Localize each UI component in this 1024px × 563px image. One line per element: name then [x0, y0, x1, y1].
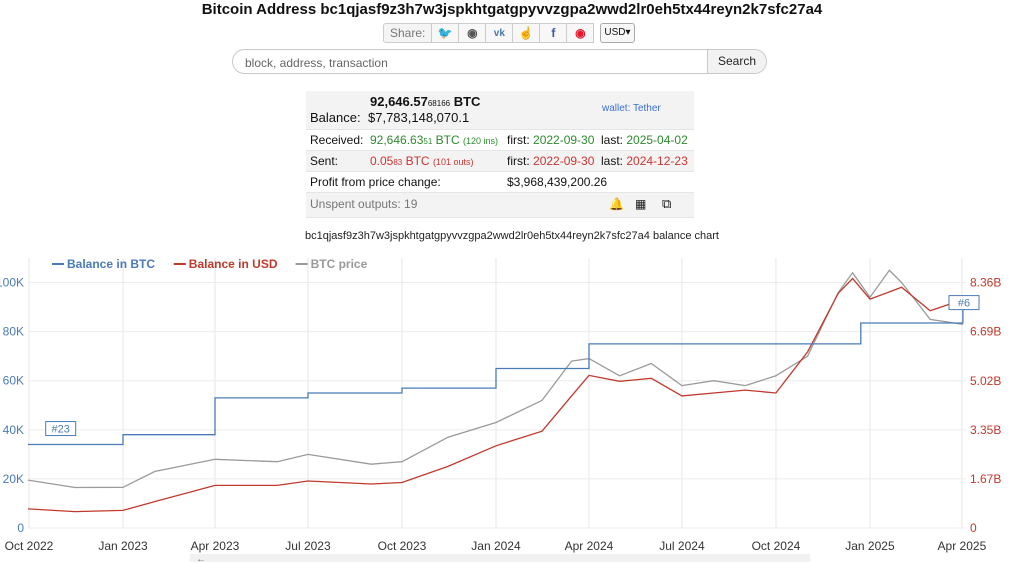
profit-value: $3,968,439,200.26 — [507, 175, 608, 189]
sent-first: first: 2022-09-30 — [507, 154, 595, 168]
like-button[interactable]: ☝ — [513, 23, 541, 43]
x-tick-label: Oct 2023 — [378, 539, 427, 553]
search-button[interactable]: Search — [707, 50, 766, 73]
share-bar: Share: 🐦 ◉ vk ☝ f ◉ USD▾ — [383, 23, 635, 43]
y-left-tick-label: 20K — [3, 472, 24, 486]
facebook-button[interactable]: f — [540, 23, 568, 43]
x-tick-label: Jan 2024 — [471, 539, 521, 553]
series-line-balance-in-btc — [28, 300, 964, 446]
unspent-outputs: Unspent outputs: 19 — [310, 197, 418, 211]
weibo-icon: ◉ — [575, 26, 586, 40]
x-tick-label: Apr 2024 — [565, 539, 614, 553]
chart-scrollbar[interactable] — [190, 554, 810, 562]
marker-label: #6 — [958, 298, 970, 310]
vk-icon: vk — [493, 27, 505, 39]
y-left-tick-label: 80K — [3, 325, 24, 339]
x-tick-label: Oct 2024 — [752, 539, 801, 553]
x-tick-label: Jan 2023 — [98, 539, 148, 553]
unspent-row: Unspent outputs: 19 🔔 ▦ ⧉ — [306, 193, 694, 218]
balance-label: Balance: — [310, 110, 361, 125]
received-row: Received: 92,646.6351 BTC (120 ins) firs… — [306, 130, 694, 151]
sent-value: 0.0583 BTC (101 outs) — [370, 154, 474, 168]
vk-button[interactable]: vk — [486, 23, 514, 43]
marker-box[interactable] — [45, 421, 77, 437]
received-value: 92,646.6351 BTC (120 ins) — [370, 133, 498, 147]
search-box: Search — [232, 49, 767, 74]
received-label: Received: — [310, 133, 364, 147]
page-title: Bitcoin Address bc1qjasf9z3h7w3jspkhtgat… — [201, 1, 823, 18]
marker-box[interactable] — [948, 295, 980, 311]
weibo-button[interactable]: ◉ — [567, 23, 595, 43]
marker-label: #23 — [52, 424, 70, 436]
x-tick-label: Jan 2025 — [845, 539, 895, 553]
legend-item[interactable]: Balance in BTC — [67, 257, 155, 271]
y-left-tick-label: 100K — [0, 276, 24, 290]
balance-chart: Oct 2022 Jan 2023 Apr 2023 Jul 2023 Oct 2023… — [0, 257, 1001, 563]
y-left-tick-label: 0 — [17, 521, 24, 535]
y-right-tick-label: 6.69B — [970, 325, 1001, 339]
balance-usd: $7,783,148,070.1 — [368, 110, 470, 125]
received-first: first: 2022-09-30 — [507, 133, 595, 147]
legend-item[interactable]: Balance in USD — [189, 257, 278, 271]
series-line-btc-price — [27, 269, 963, 489]
reddit-icon: ◉ — [467, 26, 478, 40]
received-last: last: 2025-04-02 — [601, 133, 688, 147]
bell-icon[interactable]: 🔔 — [609, 197, 624, 211]
y-left-tick-label: 60K — [3, 374, 24, 388]
share-label: Share: — [383, 23, 433, 43]
sent-last: last: 2024-12-23 — [601, 154, 688, 168]
x-tick-label: Jul 2023 — [285, 539, 331, 553]
chart-title: bc1qjasf9z3h7w3jspkhtgatgpyvvzgpa2wwd2lr… — [305, 230, 719, 242]
balance-row: 92,646.5768166 BTC Balance: $7,783,148,0… — [306, 91, 694, 130]
y-right-tick-label: 3.35B — [970, 423, 1001, 437]
copy-icon[interactable]: ⧉ — [662, 196, 672, 211]
twitter-button[interactable]: 🐦 — [432, 23, 460, 43]
legend-item[interactable]: BTC price — [311, 257, 368, 271]
wallet-link[interactable]: wallet: Tether — [602, 103, 661, 114]
twitter-icon: 🐦 — [437, 26, 453, 40]
profit-label: Profit from price change: — [310, 175, 441, 189]
reddit-button[interactable]: ◉ — [459, 23, 487, 43]
y-right-tick-label: 1.67B — [970, 472, 1001, 486]
y-left-tick-label: 40K — [3, 423, 24, 437]
x-tick-label: Oct 2022 — [5, 539, 54, 553]
address-summary: 92,646.5768166 BTC Balance: $7,783,148,0… — [306, 91, 694, 218]
qr-code-icon[interactable]: ▦ — [635, 197, 647, 211]
x-tick-label: Jul 2024 — [659, 539, 705, 553]
y-right-tick-label: 0 — [970, 521, 977, 535]
sent-row: Sent: 0.0583 BTC (101 outs) first: 2022-… — [306, 151, 694, 172]
profit-row: Profit from price change: $3,968,439,200… — [306, 172, 694, 193]
y-right-tick-label: 5.02B — [970, 374, 1001, 388]
x-tick-label: Apr 2023 — [191, 539, 240, 553]
balance-btc: 92,646.5768166 BTC — [370, 94, 481, 109]
like-icon: ☝ — [518, 26, 534, 40]
search-input[interactable] — [243, 53, 697, 72]
facebook-icon: f — [551, 26, 556, 40]
y-right-tick-label: 8.36B — [970, 276, 1001, 290]
x-tick-label: Apr 2025 — [938, 539, 987, 553]
sent-label: Sent: — [310, 154, 339, 168]
series-line-balance-in-usd — [27, 277, 964, 513]
scroll-left-arrow-icon[interactable]: ← — [196, 554, 206, 563]
currency-select[interactable]: USD▾ — [600, 23, 635, 43]
